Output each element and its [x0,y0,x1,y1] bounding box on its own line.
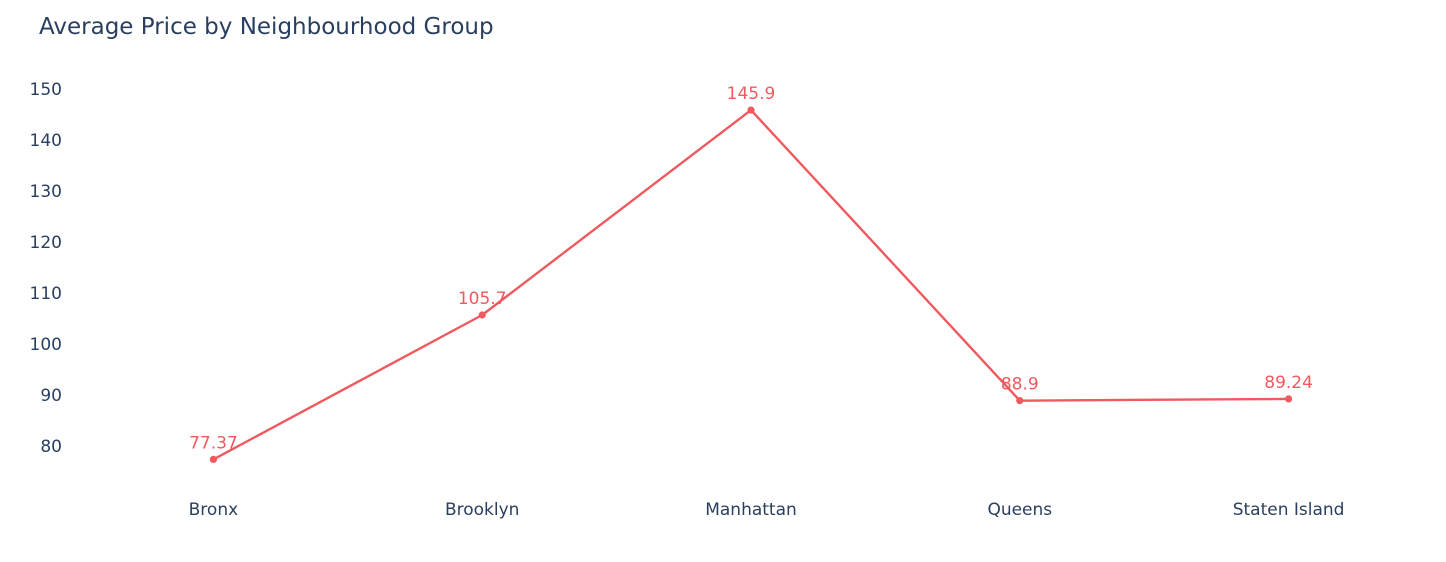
data-point[interactable] [209,455,217,464]
chart-title: Average Price by Neighbourhood Group [39,14,494,40]
x-tick-label: Brooklyn [445,500,519,520]
series-layer: 77.37 105.7 145.9 88.9 89.24 [189,84,1313,464]
x-tick-label: Bronx [189,500,239,520]
series-line [212,108,1290,461]
y-tick-label: 120 [30,233,62,253]
data-label: 89.24 [1264,373,1313,393]
data-point[interactable] [1285,395,1293,403]
y-tick-label: 130 [30,182,62,202]
data-point[interactable] [1016,397,1024,405]
data-label: 145.9 [727,84,776,104]
y-axis: 80 90 100 110 120 130 140 150 [30,80,62,457]
data-point[interactable] [478,311,486,319]
x-tick-label: Manhattan [705,500,797,520]
data-label: 77.37 [189,433,238,453]
x-tick-label: Queens [987,500,1052,520]
data-label: 88.9 [1001,375,1039,395]
x-tick-label: Staten Island [1233,500,1345,520]
y-tick-label: 90 [40,386,62,406]
y-tick-label: 110 [30,284,62,304]
data-label: 105.7 [458,289,507,309]
y-tick-label: 100 [30,335,62,355]
y-tick-label: 80 [40,437,62,457]
data-point[interactable] [747,106,755,114]
y-tick-label: 150 [30,80,62,100]
x-axis: Bronx Brooklyn Manhattan Queens Staten Islan… [189,500,1345,520]
y-tick-label: 140 [30,131,62,151]
